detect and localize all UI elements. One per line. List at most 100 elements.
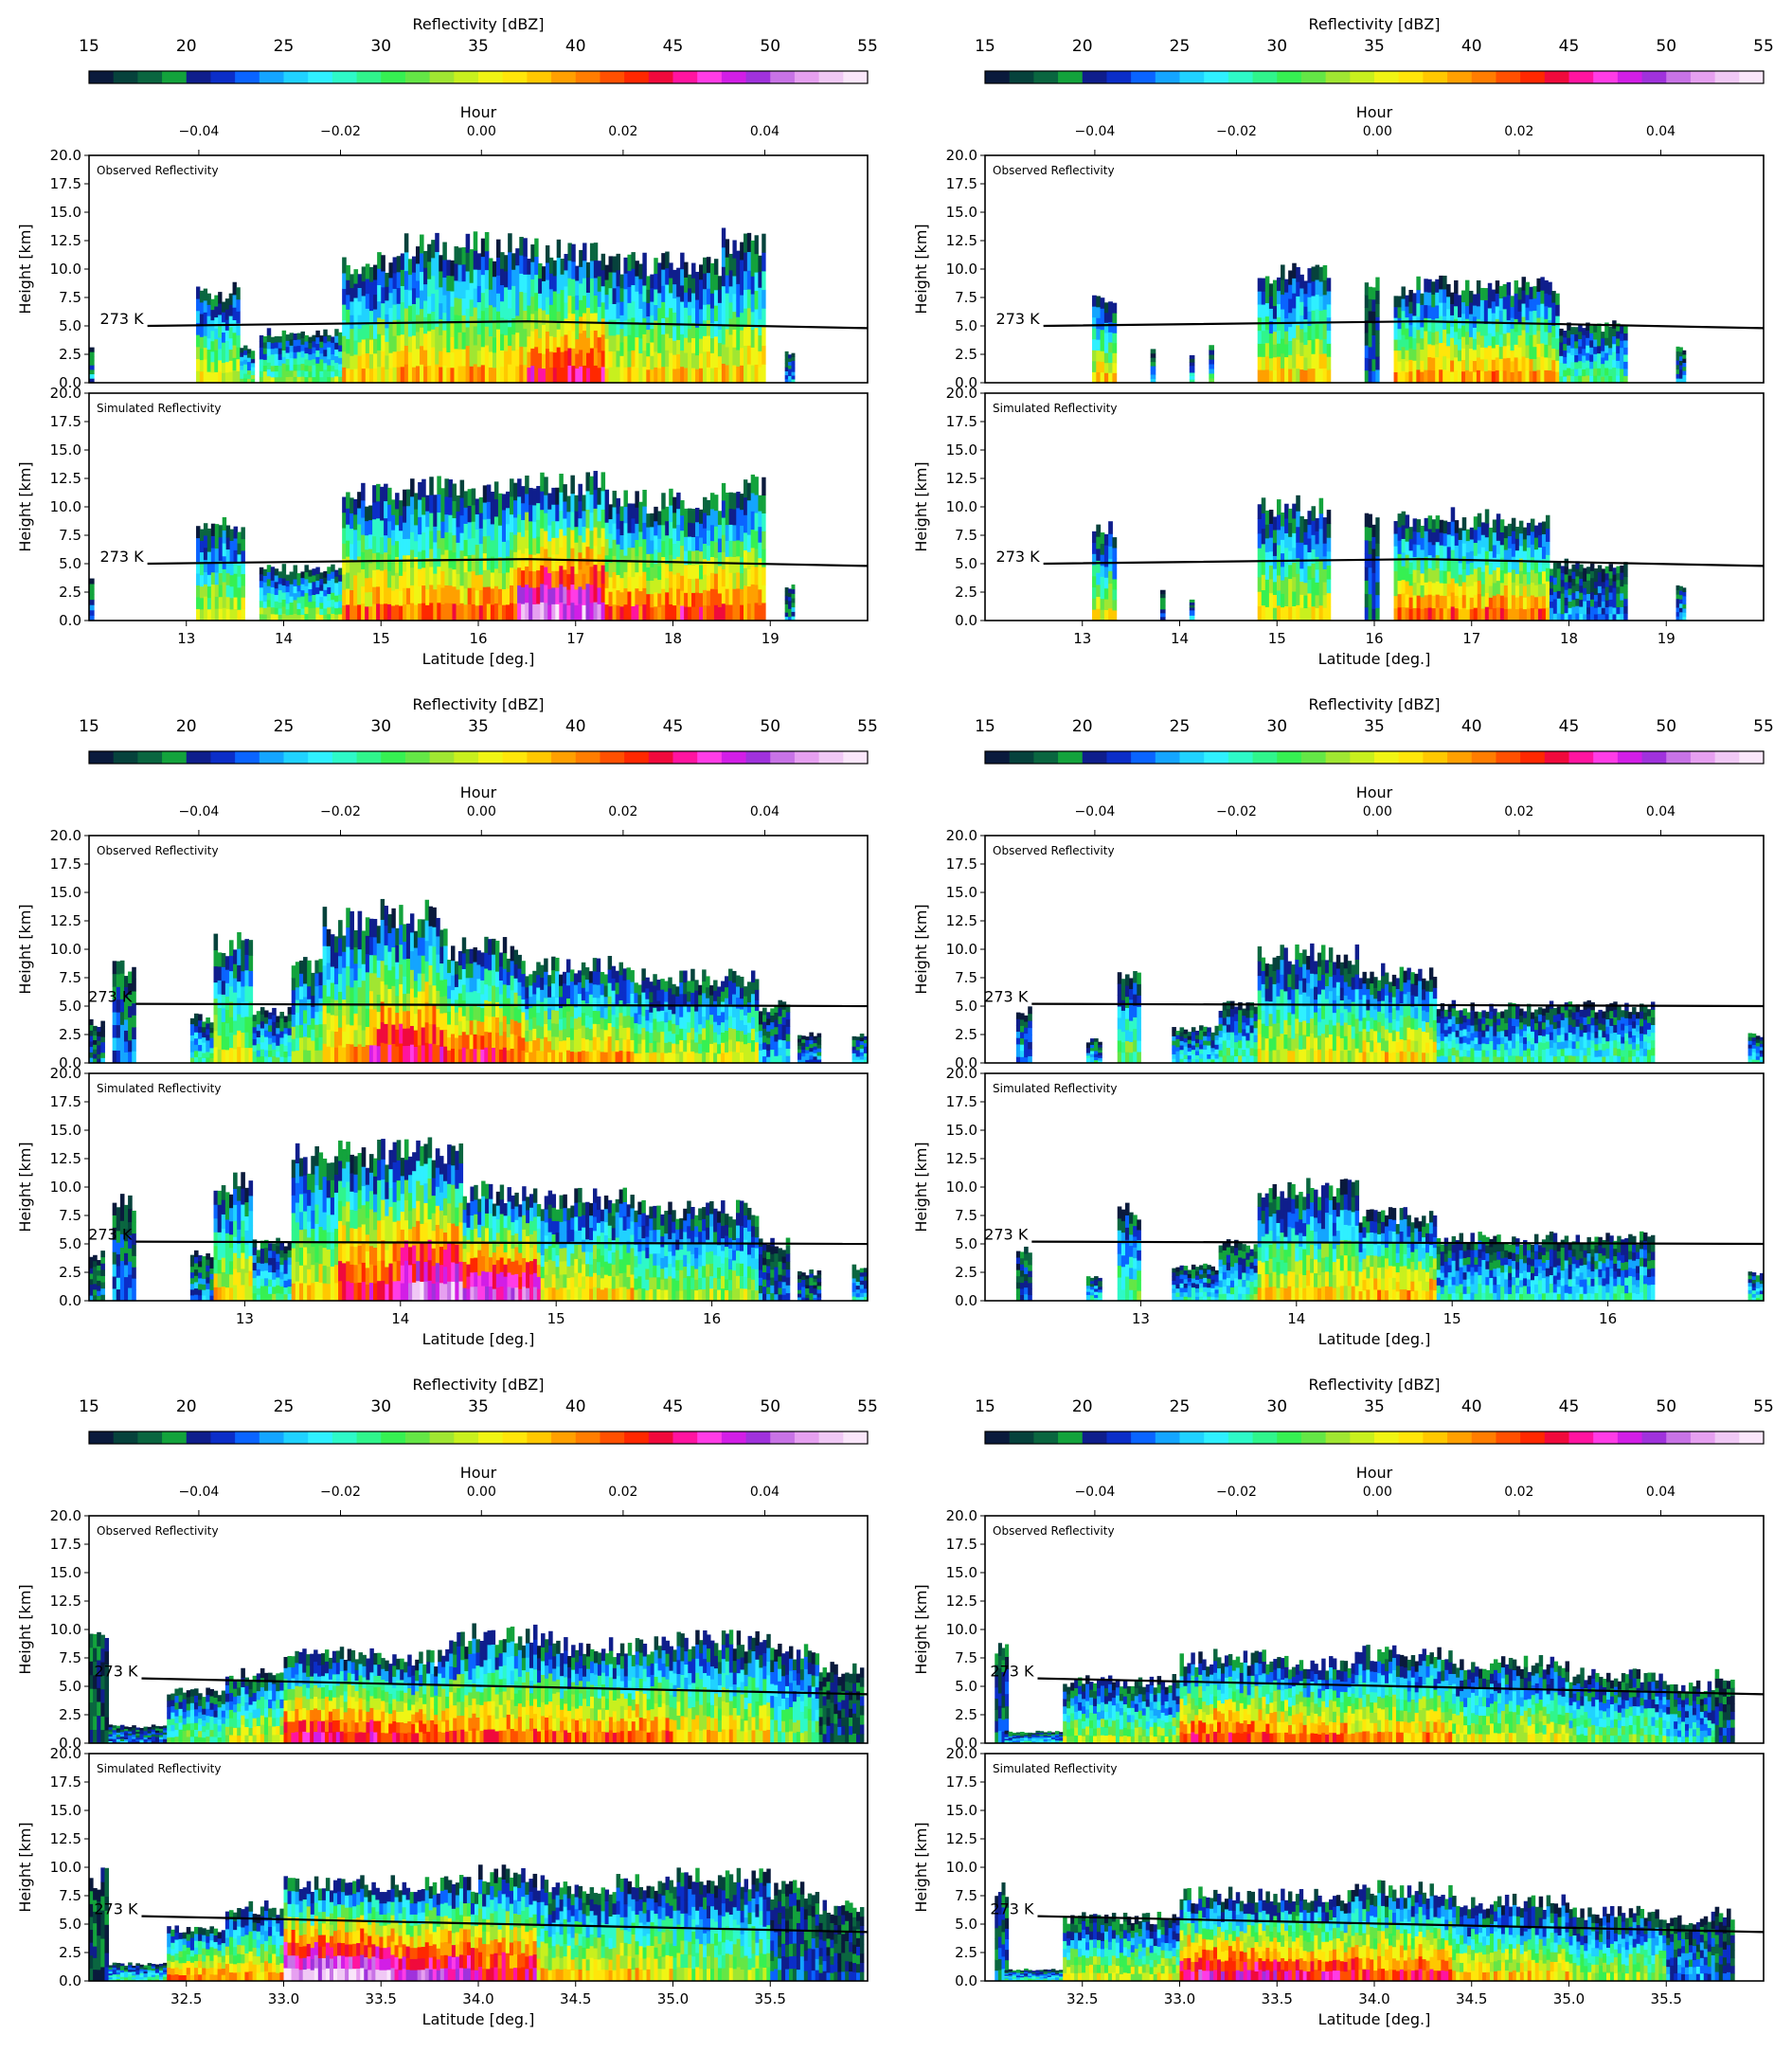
reflectivity-cell — [89, 584, 95, 590]
reflectivity-cell — [221, 362, 226, 373]
reflectivity-cell — [600, 285, 606, 303]
reflectivity-cell — [396, 271, 402, 289]
reflectivity-cell — [349, 1043, 354, 1064]
reflectivity-cell — [527, 259, 531, 275]
reflectivity-cell — [266, 592, 272, 601]
reflectivity-cell — [762, 327, 766, 347]
reflectivity-cell — [384, 925, 388, 945]
reflectivity-cell — [463, 507, 469, 524]
reflectivity-cell — [635, 336, 639, 353]
reflectivity-cell — [1563, 343, 1568, 351]
colorbar-swatch — [624, 71, 650, 83]
reflectivity-cell — [1567, 368, 1571, 376]
reflectivity-cell — [1545, 607, 1550, 621]
reflectivity-cell — [319, 365, 324, 371]
reflectivity-cell — [1276, 303, 1281, 317]
reflectivity-cell — [1568, 601, 1572, 608]
reflectivity-cell — [1514, 344, 1519, 358]
reflectivity-cell — [461, 280, 467, 299]
reflectivity-cell — [263, 1023, 269, 1031]
reflectivity-cell — [1578, 331, 1583, 339]
reflectivity-cell — [740, 260, 744, 279]
reflectivity-cell — [709, 308, 715, 324]
reflectivity-cell — [743, 496, 748, 515]
reflectivity-cell — [1103, 302, 1109, 314]
reflectivity-cell — [93, 1030, 98, 1036]
reflectivity-cell — [357, 300, 363, 315]
reflectivity-cell — [391, 605, 396, 621]
reflectivity-cell — [417, 973, 422, 992]
reflectivity-cell — [1371, 608, 1376, 621]
reflectivity-cell — [446, 351, 451, 369]
reflectivity-cell — [334, 375, 339, 384]
reflectivity-cell — [279, 1056, 284, 1064]
reflectivity-cell — [650, 553, 654, 567]
reflectivity-cell — [725, 257, 730, 276]
reflectivity-cell — [199, 314, 205, 326]
reflectivity-cell — [1590, 563, 1595, 571]
reflectivity-cell — [380, 553, 385, 571]
reflectivity-cell — [500, 268, 505, 286]
reflectivity-cell — [556, 347, 562, 366]
reflectivity-cell — [1464, 318, 1470, 333]
reflectivity-cell — [791, 375, 796, 380]
reflectivity-cell — [1364, 345, 1370, 358]
reflectivity-cell — [116, 961, 121, 975]
reflectivity-cell — [1473, 607, 1478, 621]
reflectivity-cell — [1487, 357, 1493, 371]
height-tick-label: 0.0 — [59, 612, 81, 629]
reflectivity-cell — [439, 1046, 444, 1064]
reflectivity-cell — [1439, 557, 1444, 571]
reflectivity-cell — [1431, 595, 1437, 609]
reflectivity-cell — [467, 603, 473, 621]
reflectivity-cell — [488, 954, 493, 971]
reflectivity-cell — [702, 558, 708, 575]
reflectivity-cell — [93, 1058, 98, 1064]
reflectivity-cell — [410, 585, 415, 603]
reflectivity-cell — [380, 1021, 385, 1043]
reflectivity-cell — [559, 474, 564, 493]
reflectivity-cell — [1272, 530, 1278, 544]
reflectivity-cell — [1189, 602, 1195, 605]
reflectivity-cell — [547, 556, 552, 573]
reflectivity-cell — [1416, 569, 1422, 584]
reflectivity-cell — [746, 482, 752, 501]
height-tick-label: 5.0 — [59, 555, 81, 572]
colorbar-swatch — [186, 71, 212, 83]
reflectivity-cell — [448, 531, 453, 550]
reflectivity-cell — [1676, 607, 1680, 613]
reflectivity-cell — [357, 948, 363, 969]
reflectivity-cell — [1537, 547, 1543, 560]
reflectivity-cell — [413, 947, 419, 964]
reflectivity-cell — [304, 358, 309, 366]
reflectivity-cell — [1480, 522, 1486, 535]
colorbar-swatch — [672, 751, 698, 764]
reflectivity-cell — [1272, 568, 1278, 583]
colorbar-swatch — [1714, 71, 1740, 83]
reflectivity-cell — [556, 311, 562, 330]
reflectivity-cell — [240, 351, 244, 357]
reflectivity-cell — [725, 556, 730, 573]
reflectivity-cell — [1112, 589, 1118, 601]
reflectivity-cell — [308, 376, 313, 384]
reflectivity-cell — [431, 257, 436, 277]
reflectivity-cell — [392, 351, 398, 368]
reflectivity-cell — [1682, 350, 1687, 355]
reflectivity-cell — [1458, 360, 1462, 372]
reflectivity-cell — [1092, 565, 1097, 577]
reflectivity-cell — [1096, 560, 1102, 573]
reflectivity-cell — [1368, 298, 1372, 312]
reflectivity-cell — [334, 355, 339, 364]
height-tick-label: 7.5 — [955, 527, 977, 544]
reflectivity-cell — [1281, 264, 1285, 280]
reflectivity-cell — [214, 548, 220, 561]
reflectivity-cell — [415, 366, 421, 384]
reflectivity-cell — [1264, 551, 1270, 567]
reflectivity-cell — [357, 369, 363, 384]
reflectivity-cell — [515, 281, 520, 299]
reflectivity-cell — [1484, 509, 1490, 524]
reflectivity-cell — [1103, 587, 1109, 600]
reflectivity-cell — [296, 590, 301, 598]
reflectivity-cell — [545, 348, 550, 367]
reflectivity-cell — [1589, 333, 1594, 341]
